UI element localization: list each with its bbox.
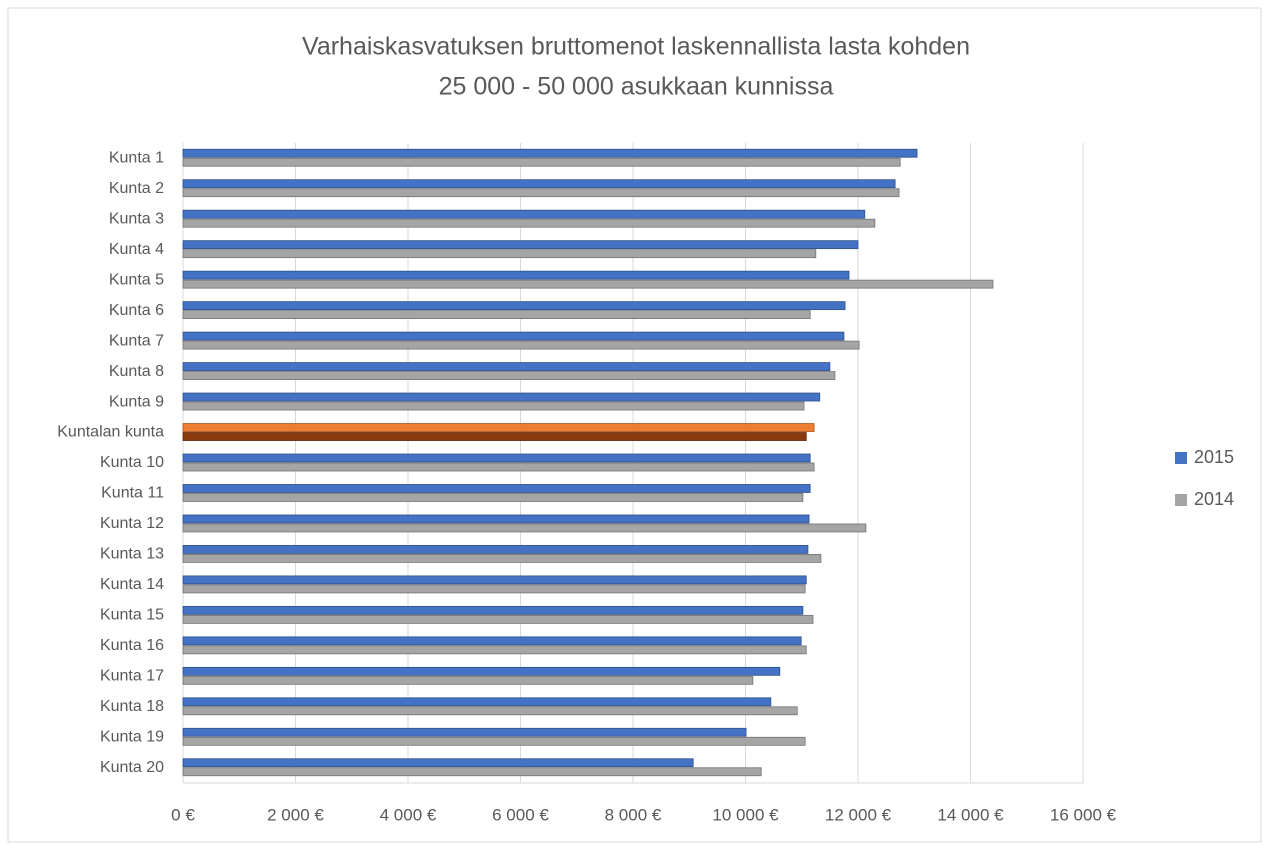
y-tick-label: Kunta 6 — [109, 302, 164, 319]
bar — [182, 727, 747, 737]
bar — [182, 493, 804, 502]
x-tick-label: 12 000 € — [825, 805, 892, 824]
y-tick-label: Kuntalan kunta — [57, 424, 164, 441]
y-tick-label: Kunta 2 — [109, 180, 164, 197]
bar — [182, 340, 860, 350]
bar — [182, 462, 815, 472]
bar — [182, 423, 815, 432]
chart-title: Varhaiskasvatuksen bruttomenot laskennal… — [302, 33, 970, 61]
bar — [182, 371, 836, 380]
y-tick-label: Kunta 15 — [100, 607, 164, 624]
legend-swatch — [1175, 452, 1187, 464]
chart-subtitle: 25 000 - 50 000 asukkaan kunnissa — [439, 73, 834, 101]
bar — [182, 401, 805, 411]
bar — [182, 270, 850, 280]
x-tick-label: 4 000 € — [380, 805, 437, 824]
y-tick-label: Kunta 9 — [109, 393, 164, 410]
bar — [182, 758, 694, 768]
bar — [182, 209, 866, 219]
bar — [182, 432, 807, 441]
x-tick-label: 2 000 € — [267, 805, 324, 824]
bar — [182, 575, 807, 585]
y-tick-label: Kunta 8 — [109, 363, 164, 380]
bar — [182, 240, 859, 250]
bar — [182, 614, 814, 624]
bar — [182, 331, 845, 341]
y-tick-label: Kunta 11 — [101, 485, 164, 502]
x-tick-label: 6 000 € — [492, 805, 549, 824]
bar — [182, 514, 810, 524]
x-tick-label: 14 000 € — [937, 805, 1004, 824]
bar — [182, 706, 798, 716]
bar — [182, 362, 831, 371]
bar — [182, 636, 802, 646]
bar — [182, 453, 811, 463]
bar — [182, 310, 811, 320]
y-tick-label: Kunta 16 — [100, 637, 164, 654]
y-tick-label: Kunta 1 — [109, 149, 164, 166]
y-tick-label: Kunta 5 — [109, 271, 164, 288]
y-tick-label: Kunta 4 — [109, 241, 164, 258]
y-tick-label: Kunta 10 — [100, 454, 164, 471]
bar — [182, 279, 994, 289]
x-tick-label: 8 000 € — [605, 805, 662, 824]
bar — [182, 301, 846, 311]
y-tick-label: Kunta 7 — [109, 332, 164, 349]
bar — [182, 218, 876, 228]
x-tick-label: 16 000 € — [1050, 805, 1117, 824]
legend-label: 2015 — [1194, 447, 1234, 467]
bar — [182, 179, 896, 189]
bar — [182, 188, 900, 198]
y-tick-label: Kunta 20 — [100, 759, 164, 776]
bar — [182, 148, 918, 158]
bar — [182, 554, 822, 563]
bar — [182, 675, 754, 685]
bar — [182, 249, 817, 259]
bar — [182, 392, 821, 402]
bar — [182, 545, 809, 554]
legend-swatch — [1175, 494, 1187, 506]
bar — [182, 645, 807, 655]
y-tick-label: Kunta 18 — [100, 698, 164, 715]
x-tick-label: 0 € — [171, 805, 195, 824]
y-tick-label: Kunta 3 — [109, 210, 164, 227]
legend-label: 2014 — [1194, 489, 1234, 509]
y-tick-label: Kunta 13 — [100, 546, 164, 563]
y-tick-label: Kunta 19 — [100, 729, 164, 746]
bar — [182, 523, 867, 533]
bar — [182, 736, 806, 746]
bar — [182, 584, 806, 594]
y-tick-label: Kunta 17 — [100, 668, 164, 685]
bar — [182, 605, 804, 615]
bar — [182, 157, 901, 167]
bar — [182, 767, 762, 777]
y-tick-label: Kunta 12 — [100, 515, 164, 532]
y-tick-label: Kunta 14 — [100, 576, 164, 593]
x-tick-label: 10 000 € — [712, 805, 779, 824]
bar — [182, 697, 772, 707]
bar — [182, 484, 811, 493]
bar — [182, 666, 781, 676]
